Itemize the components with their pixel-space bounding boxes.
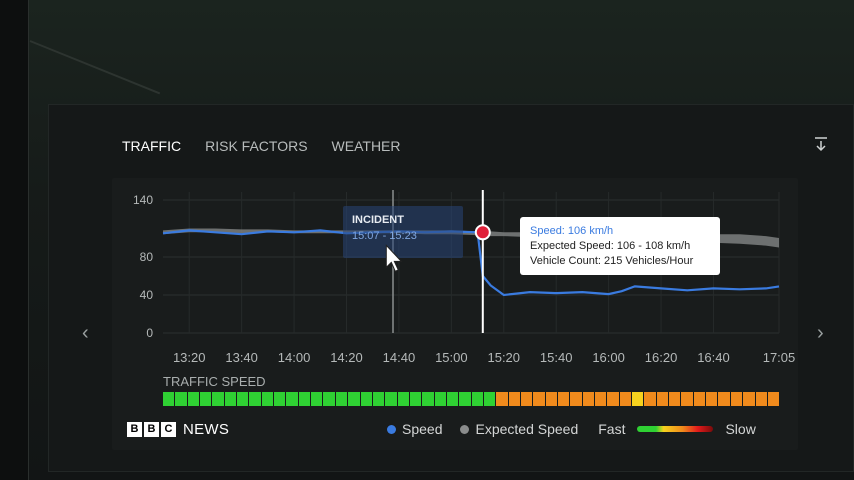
speed-bar-segment — [743, 392, 755, 406]
speed-bar-segment — [471, 392, 483, 406]
speed-bar-segment — [385, 392, 397, 406]
speed-bar-segment — [175, 392, 187, 406]
tab-risk-factors[interactable]: RISK FACTORS — [205, 138, 308, 154]
speed-bar-segment — [335, 392, 348, 406]
speed-bar-segment — [348, 392, 360, 406]
speed-bar-segment — [632, 392, 644, 406]
speed-scale-swatch — [637, 426, 714, 432]
legend-expected-speed: Expected Speed — [475, 421, 579, 437]
speed-bar-segment — [496, 392, 508, 406]
speed-bar-segment — [323, 392, 335, 406]
traffic-speed-label: TRAFFIC SPEED — [163, 374, 266, 389]
speed-bar-segment — [619, 392, 632, 406]
speed-bar-segment — [730, 392, 743, 406]
speed-bar-segment — [520, 392, 533, 406]
speed-bar-segment — [644, 392, 656, 406]
speed-bar-segment — [237, 392, 249, 406]
speed-bar-segment — [656, 392, 669, 406]
download-icon[interactable] — [812, 136, 830, 154]
tooltip-vehicle-count: Vehicle Count: 215 Vehicles/Hour — [530, 255, 694, 267]
speed-bar-segment — [755, 392, 767, 406]
traffic-speed-bar — [163, 392, 780, 406]
speed-bar-segment — [681, 392, 693, 406]
chart-footer: B B C NEWS Speed Expected Speed Fast Slo… — [127, 418, 779, 440]
speed-bar-segment — [595, 392, 607, 406]
tooltip-expected-speed: Expected Speed: 106 - 108 km/h — [530, 240, 691, 252]
speed-bar-segment — [249, 392, 261, 406]
logo-letter-b1: B — [127, 421, 142, 437]
legend-slow: Slow — [725, 421, 756, 437]
speed-bar-segment — [372, 392, 385, 406]
speed-bar-segment — [508, 392, 520, 406]
speed-bar-segment — [397, 392, 409, 406]
speed-bar-segment — [607, 392, 619, 406]
speed-bar-segment — [459, 392, 471, 406]
logo-word-news: NEWS — [183, 420, 230, 438]
speed-bar-segment — [533, 392, 545, 406]
chart-legend: Speed Expected Speed Fast Slow — [387, 418, 756, 440]
speed-bar-segment — [422, 392, 434, 406]
speed-bar-segment — [286, 392, 298, 406]
chart-tooltip: Speed: 106 km/h Expected Speed: 106 - 10… — [520, 217, 720, 275]
incident-label: INCIDENT — [352, 214, 404, 226]
mouse-pointer-icon — [379, 241, 412, 282]
bbc-news-logo: B B C NEWS — [127, 421, 229, 438]
chevron-right-icon[interactable]: › — [817, 322, 824, 344]
speed-bar-segment — [706, 392, 718, 406]
legend-speed: Speed — [402, 421, 443, 437]
logo-letter-b2: B — [144, 421, 159, 437]
speed-bar-segment — [163, 392, 175, 406]
incident-time: 15:07 - 15:23 — [352, 230, 417, 242]
speed-bar-segment — [187, 392, 200, 406]
speed-bar-segment — [483, 392, 496, 406]
speed-bar-segment — [212, 392, 224, 406]
speed-bar-segment — [558, 392, 570, 406]
expected-legend-dot — [460, 424, 470, 434]
speed-bar-segment — [718, 392, 730, 406]
speed-legend-dot — [387, 424, 396, 434]
speed-bar-segment — [200, 392, 212, 406]
speed-bar-segment — [545, 392, 557, 406]
speed-bar-segment — [446, 392, 459, 406]
logo-letter-c: C — [161, 421, 176, 437]
speed-bar-segment — [261, 392, 274, 406]
speed-bar-segment — [274, 392, 286, 406]
speed-bar-segment — [693, 392, 706, 406]
speed-bar-segment — [570, 392, 582, 406]
speed-bar-segment — [224, 392, 237, 406]
speed-bar-segment — [582, 392, 595, 406]
speed-bar-segment — [311, 392, 323, 406]
speed-bar-segment — [360, 392, 372, 406]
speed-bar-segment — [669, 392, 681, 406]
tooltip-speed: Speed: 106 km/h — [530, 225, 614, 237]
speed-bar-segment — [434, 392, 446, 406]
tab-traffic[interactable]: TRAFFIC — [122, 138, 182, 154]
tab-weather[interactable]: WEATHER — [331, 138, 401, 154]
panel-tabs: TRAFFIC RISK FACTORS WEATHER — [122, 138, 401, 154]
speed-bar-segment — [409, 392, 422, 406]
speed-bar-segment — [298, 392, 311, 406]
incident-box: INCIDENT 15:07 - 15:23 — [343, 206, 463, 258]
legend-fast: Fast — [598, 421, 626, 437]
chevron-left-icon[interactable]: ‹ — [82, 322, 89, 344]
speed-bar-segment — [767, 392, 780, 406]
